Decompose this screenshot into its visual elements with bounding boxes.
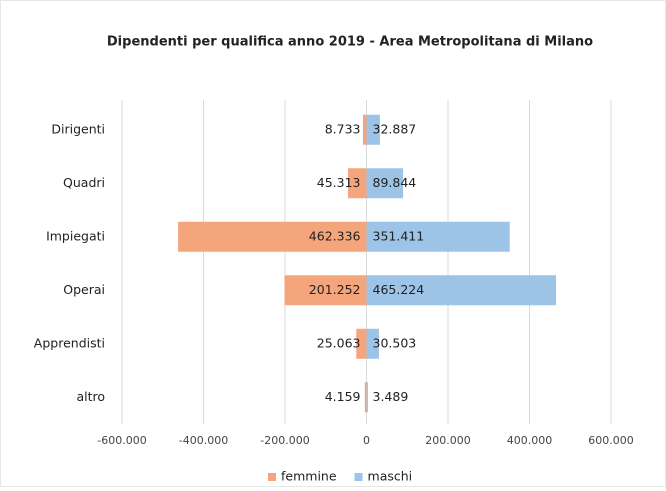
legend-label: femmine: [281, 469, 337, 484]
x-tick-label: 0: [363, 434, 370, 447]
x-tick-label: 600.000: [588, 434, 634, 447]
bar: [178, 221, 367, 252]
bar: [366, 114, 380, 145]
x-tick-label: -400.000: [179, 434, 228, 447]
y-tick-label: altro: [76, 389, 105, 404]
y-tick-label: Apprendisti: [34, 335, 105, 350]
x-tick-label: -200.000: [260, 434, 309, 447]
chart-title: Dipendenti per qualifica anno 2019 - Are…: [107, 35, 593, 50]
value-label: 30.503: [373, 335, 417, 350]
bar: [366, 221, 510, 252]
bar: [284, 275, 367, 306]
value-label: 351.411: [373, 228, 425, 243]
value-label: 89.844: [373, 175, 417, 190]
bar: [364, 382, 367, 413]
legend-swatch: [268, 473, 276, 481]
bar: [362, 114, 367, 145]
bar: [366, 275, 557, 306]
value-label: 45.313: [317, 175, 361, 190]
bar: [356, 328, 367, 359]
value-label: 4.159: [325, 389, 361, 404]
bar: [366, 328, 379, 359]
x-tick-label: 200.000: [425, 434, 471, 447]
y-tick-label: Quadri: [63, 175, 105, 190]
value-label: 465.224: [373, 282, 425, 297]
x-tick-label: 400.000: [507, 434, 553, 447]
value-label: 8.733: [325, 121, 361, 136]
value-label: 25.063: [317, 335, 361, 350]
value-label: 201.252: [309, 282, 361, 297]
value-label: 3.489: [373, 389, 409, 404]
bar: [366, 168, 404, 199]
x-tick-label: -600.000: [97, 434, 146, 447]
y-tick-label: Dirigenti: [51, 121, 105, 136]
y-tick-label: Impiegati: [46, 228, 105, 243]
legend-label: maschi: [368, 469, 413, 484]
bar: [366, 382, 368, 413]
bar: [348, 168, 367, 199]
value-label: 32.887: [373, 121, 417, 136]
y-tick-label: Operai: [63, 282, 105, 297]
value-label: 462.336: [309, 228, 361, 243]
legend-swatch: [354, 473, 363, 481]
